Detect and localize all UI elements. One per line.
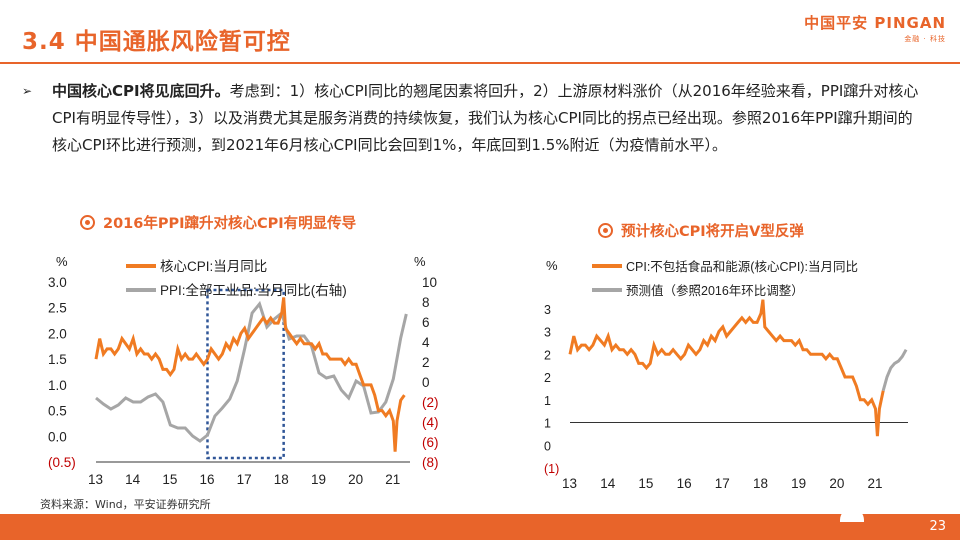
pingan-logo: 中国平安 PINGAN 金融 · 科技 [804, 12, 946, 44]
logo-sub-text: 金融 · 科技 [904, 35, 946, 43]
series-ppi-line [95, 300, 408, 443]
summary-bullet: ➢ 中国核心CPI将见底回升。考虑到：1）核心CPI同比的翘尾因素将回升，2）上… [22, 78, 927, 159]
y-tick-label: 3 [544, 326, 551, 340]
y2-tick-label: (2) [422, 395, 439, 410]
x-tick-label: 19 [791, 476, 806, 490]
page-number: 23 [929, 519, 946, 534]
chart2-title-text: 预计核心CPI将开启V型反弹 [621, 224, 804, 240]
bullet-body: 考虑到：1）核心CPI同比的翘尾因素将回升，2）上游原材料涨价（从2016年经验… [52, 82, 919, 154]
y-tick-label: 0.0 [48, 429, 67, 444]
y-tick-label: (0.5) [48, 455, 76, 470]
title-divider [0, 62, 960, 64]
y2-axis-unit: % [414, 254, 426, 269]
x-tick-label: 20 [348, 472, 363, 487]
legend-label-forecast: 预测值（参照2016年环比调整） [626, 283, 804, 298]
y-axis-unit: % [56, 254, 68, 269]
y-tick-label: 1.0 [48, 378, 67, 393]
y-tick-label: 1 [544, 394, 551, 408]
target-bullet-icon [80, 215, 95, 230]
x-tick-label: 18 [753, 476, 768, 490]
x-tick-label: 16 [199, 472, 214, 487]
y2-tick-label: 10 [422, 275, 437, 290]
highlight-box [206, 288, 285, 460]
y-tick-label: 0.5 [48, 404, 67, 419]
y-tick-label: 0 [544, 439, 551, 453]
chart1-title-text: 2016年PPI蹿升对核心CPI有明显传导 [103, 216, 357, 232]
y-tick-label: 2.5 [48, 301, 67, 316]
page-title: 3.4 中国通胀风险暂可控 [22, 29, 291, 55]
bullet-arrow-icon: ➢ [22, 84, 33, 98]
x-tick-label: 15 [162, 472, 177, 487]
y-tick-label: 1.5 [48, 352, 67, 367]
series-core-cpi-line [94, 297, 406, 452]
y2-tick-label: (4) [422, 415, 439, 430]
legend-label-ppi: PPI:全部工业品:当月同比(右轴) [160, 282, 347, 298]
y-tick-label: 3 [544, 303, 551, 317]
x-tick-label: 17 [715, 476, 730, 490]
chart2: % (1) 0 1 1 2 2 3 3 13 14 15 16 17 18 19 20 21 CPI:不包括食品和能… [544, 258, 908, 490]
y-tick-label: 2 [544, 371, 551, 385]
chart1-title: 2016年PPI蹿升对核心CPI有明显传导 [80, 212, 356, 233]
y-axis-unit: % [546, 258, 558, 273]
x-tick-label: 14 [125, 472, 141, 487]
bullet-paragraph: 中国核心CPI将见底回升。考虑到：1）核心CPI同比的翘尾因素将回升，2）上游原… [52, 78, 927, 159]
x-tick-label: 21 [868, 476, 883, 490]
y2-tick-label: (8) [422, 455, 439, 470]
y2-tick-label: (6) [422, 435, 439, 450]
x-tick-label: 21 [385, 472, 400, 487]
footer-bar: 23 [0, 508, 960, 540]
y2-tick-label: 0 [422, 375, 430, 390]
y-tick-label: 1 [544, 417, 551, 431]
chart1: % % (0.5) 0.0 0.5 1.0 1.5 2.0 2.5 3.0 (8) (6) (4) (2)… [48, 254, 439, 487]
x-tick-label: 18 [274, 472, 289, 487]
y2-tick-label: 8 [422, 295, 430, 310]
y2-tick-label: 4 [422, 335, 430, 350]
x-tick-label: 20 [829, 476, 844, 490]
logo-main-text: 中国平安 PINGAN [804, 14, 946, 32]
target-bullet-icon [598, 223, 613, 238]
legend-label-core-cpi: 核心CPI:当月同比 [160, 259, 267, 274]
x-tick-label: 16 [677, 476, 692, 490]
y2-tick-label: 6 [422, 315, 430, 330]
x-tick-label: 19 [311, 472, 326, 487]
footer-notch [840, 508, 864, 522]
y2-tick-label: 2 [422, 355, 430, 370]
source-note: 资料来源：Wind，平安证券研究所 [40, 498, 211, 511]
x-tick-label: 14 [600, 476, 616, 490]
y-tick-label: 2.0 [48, 326, 67, 341]
y-tick-label: 2 [544, 348, 551, 362]
legend-label-core-cpi: CPI:不包括食品和能源(核心CPI):当月同比 [626, 259, 858, 274]
series-core-cpi-line [568, 299, 885, 437]
y-tick-label: (1) [544, 462, 559, 476]
series-forecast-line [881, 348, 908, 392]
bullet-lead: 中国核心CPI将见底回升。 [52, 82, 230, 100]
y-tick-label: 3.0 [48, 275, 67, 290]
x-tick-label: 15 [638, 476, 653, 490]
x-tick-label: 17 [237, 472, 252, 487]
x-tick-label: 13 [562, 476, 577, 490]
x-tick-label: 13 [88, 472, 103, 487]
chart2-title: 预计核心CPI将开启V型反弹 [598, 220, 804, 241]
